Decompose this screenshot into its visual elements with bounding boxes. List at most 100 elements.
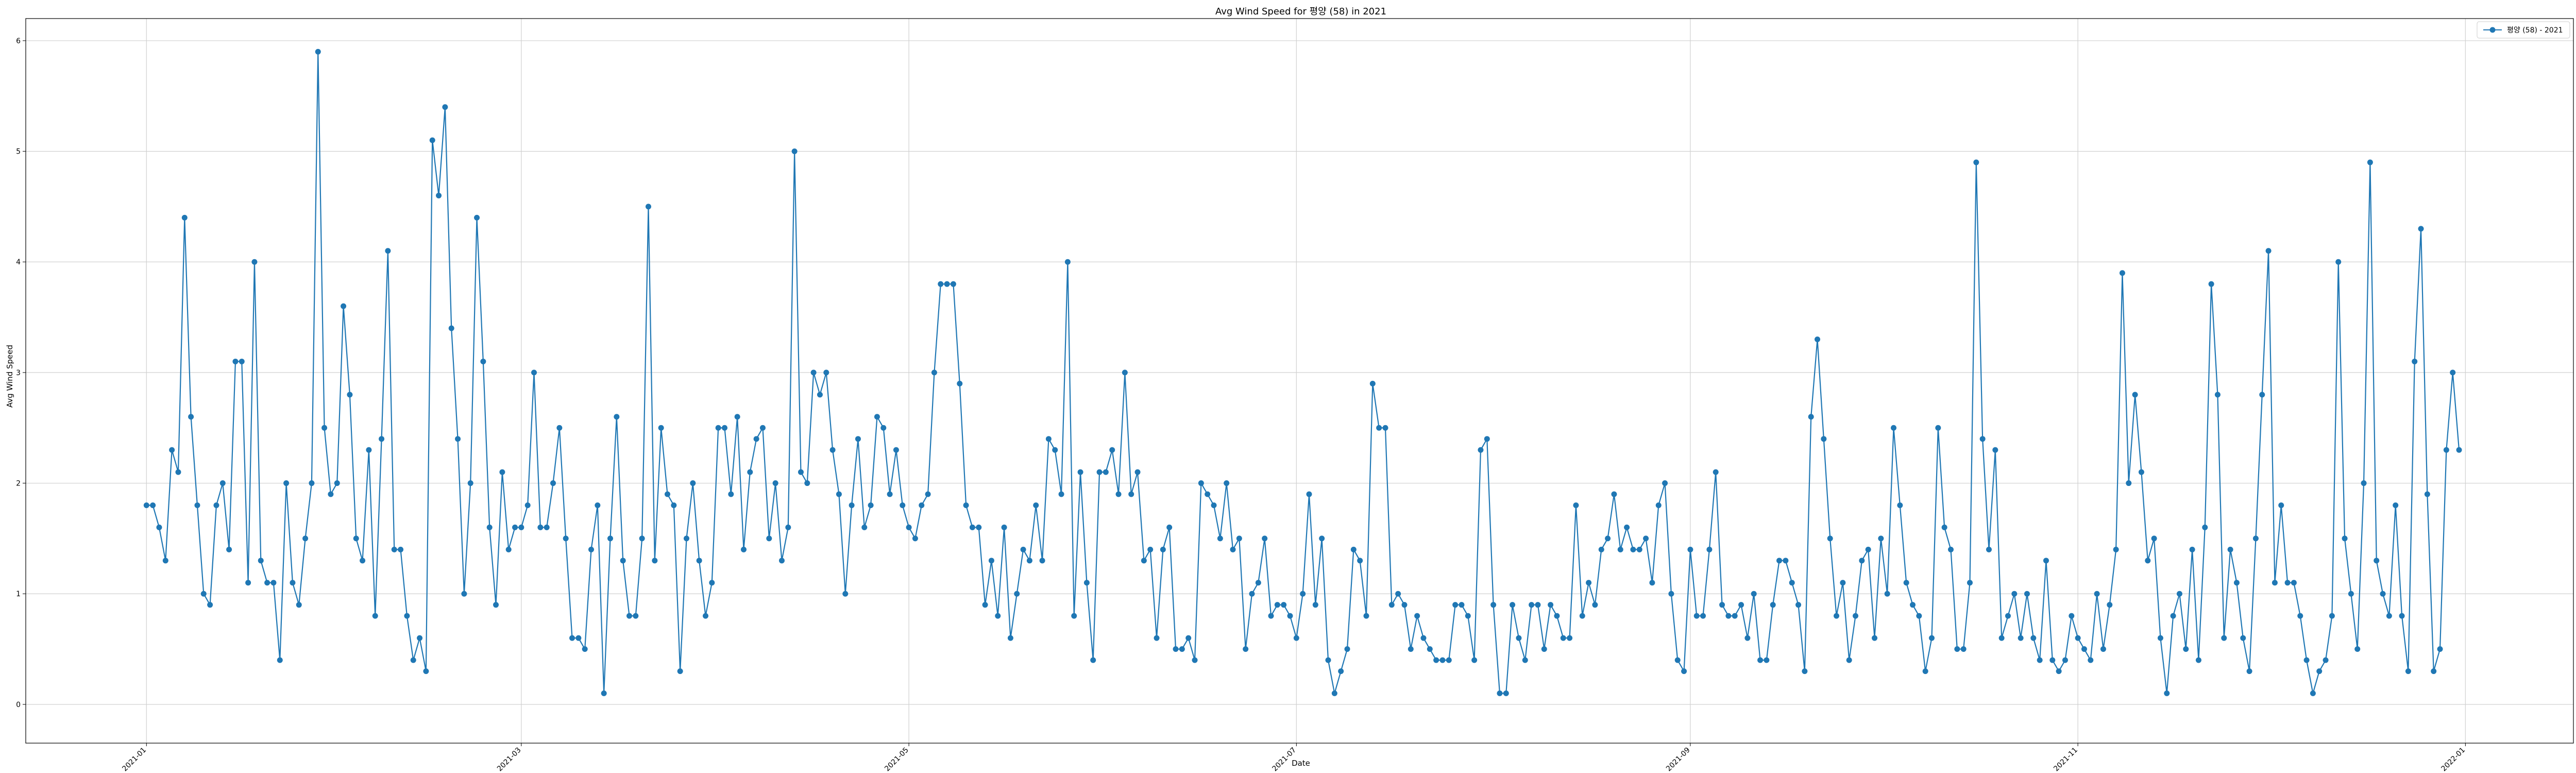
data-point	[1751, 591, 1757, 597]
data-point	[683, 535, 689, 542]
data-point	[950, 281, 956, 287]
data-point	[1827, 535, 1833, 542]
data-point	[544, 524, 550, 530]
data-point	[1300, 591, 1306, 597]
data-point	[2164, 690, 2170, 696]
data-point	[2316, 668, 2323, 674]
data-point	[162, 558, 168, 564]
data-point	[988, 558, 994, 564]
data-point	[1770, 602, 1776, 608]
data-point	[715, 425, 721, 431]
data-point	[448, 325, 454, 331]
data-point	[1853, 613, 1859, 619]
data-point	[1611, 491, 1617, 497]
data-point	[569, 635, 575, 641]
data-point	[1083, 580, 1090, 586]
data-point	[200, 591, 207, 597]
data-point	[1884, 591, 1890, 597]
data-point	[2354, 646, 2361, 652]
data-point	[1783, 558, 1789, 564]
data-point	[143, 502, 149, 508]
data-point	[2145, 558, 2151, 564]
data-point	[417, 635, 423, 641]
data-point	[2380, 591, 2386, 597]
data-point	[2393, 502, 2399, 508]
data-point	[2450, 369, 2456, 376]
data-point	[2412, 358, 2418, 364]
data-point	[1134, 469, 1141, 475]
data-point	[1655, 502, 1662, 508]
data-point	[1064, 259, 1071, 265]
data-point	[982, 602, 988, 608]
data-point	[582, 646, 588, 652]
data-point	[1007, 635, 1013, 641]
data-point	[766, 535, 772, 542]
data-point	[1535, 602, 1541, 608]
data-point	[1319, 535, 1325, 542]
data-point	[607, 535, 614, 542]
data-point	[1401, 602, 1408, 608]
data-point	[2138, 469, 2144, 475]
data-point	[893, 447, 899, 453]
data-point	[1586, 580, 1592, 586]
data-point	[270, 580, 277, 586]
data-point	[1109, 447, 1115, 453]
data-point	[398, 546, 404, 552]
data-point	[2024, 591, 2030, 597]
data-point	[1090, 657, 1096, 663]
data-point	[1192, 657, 1198, 663]
data-point	[1249, 591, 1255, 597]
data-point	[880, 425, 887, 431]
data-point	[219, 480, 226, 486]
data-point	[1662, 480, 1668, 486]
data-point	[1281, 602, 1287, 608]
data-point	[1668, 591, 1674, 597]
data-point	[181, 214, 188, 221]
data-point	[150, 502, 156, 508]
data-point	[1738, 602, 1744, 608]
data-point	[575, 635, 582, 641]
data-point	[486, 524, 493, 530]
data-point	[2094, 591, 2100, 597]
data-point	[2081, 646, 2087, 652]
data-point	[1478, 447, 1484, 453]
data-point	[1859, 558, 1865, 564]
legend-label: 평양 (58) - 2021	[2507, 26, 2563, 35]
data-point	[1808, 414, 1814, 420]
data-point	[264, 580, 270, 586]
data-point	[436, 192, 442, 198]
x-axis-label: Date	[1292, 759, 1310, 768]
data-point	[2246, 668, 2252, 674]
data-point	[957, 380, 963, 386]
data-point	[614, 414, 620, 420]
data-point	[1541, 646, 1547, 652]
data-point	[1465, 613, 1471, 619]
data-point	[550, 480, 556, 486]
data-point	[2037, 657, 2043, 663]
data-point	[798, 469, 804, 475]
data-point	[1217, 535, 1223, 542]
data-point	[2227, 546, 2233, 552]
data-point	[175, 469, 181, 475]
data-point	[595, 502, 601, 508]
data-point	[1179, 646, 1185, 652]
data-point	[531, 369, 537, 376]
data-point	[1815, 337, 1821, 342]
data-point	[493, 602, 499, 608]
data-point	[2005, 613, 2011, 619]
data-point	[2119, 270, 2125, 276]
legend: 평양 (58) - 2021	[2477, 21, 2570, 39]
data-point	[709, 580, 715, 586]
data-point	[2151, 535, 2157, 542]
data-point	[1274, 602, 1280, 608]
data-point	[1338, 668, 1344, 674]
data-point	[442, 104, 448, 110]
data-point	[524, 502, 531, 508]
data-point	[1757, 657, 1764, 663]
data-point	[1960, 646, 1967, 652]
data-point	[963, 502, 969, 508]
data-point	[1554, 613, 1560, 619]
data-point	[861, 524, 868, 530]
data-point	[1154, 635, 1160, 641]
